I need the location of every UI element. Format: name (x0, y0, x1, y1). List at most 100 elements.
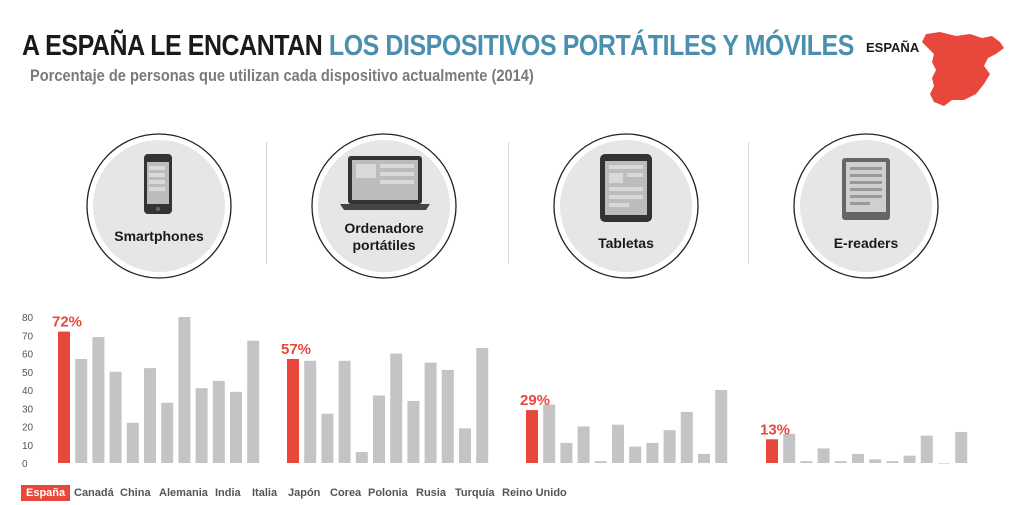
device-laptops: Ordenadore portátiles (310, 132, 458, 280)
bar (373, 395, 385, 463)
bar (646, 442, 659, 463)
bar (287, 358, 299, 463)
y-tick-label: 40 (22, 386, 34, 397)
ereader-icon (842, 158, 890, 220)
bar (161, 402, 174, 463)
y-tick-label: 10 (22, 441, 34, 452)
device-circle (793, 133, 939, 279)
device-tablets: Tabletas (552, 132, 700, 280)
bar (543, 404, 556, 463)
bar (800, 461, 813, 463)
bar (629, 446, 642, 463)
bar (886, 461, 899, 463)
bar (783, 433, 796, 463)
title-part-1: A ESPAÑA LE ENCANTAN (22, 30, 323, 62)
device-label: Ordenadore portátiles (344, 220, 424, 253)
bar (663, 430, 676, 463)
bar (903, 455, 916, 463)
device-circle (311, 133, 457, 279)
bar (355, 452, 368, 463)
bar (441, 369, 454, 463)
spain-map-icon (922, 32, 1004, 106)
legend-item: Italia (252, 487, 278, 499)
bar (715, 390, 728, 463)
tablet-icon (600, 154, 652, 222)
bar (852, 453, 864, 463)
bar (424, 362, 437, 463)
legend-item: Corea (330, 487, 362, 499)
device-smartphones: Smartphones (85, 132, 233, 280)
legend-item: China (120, 487, 151, 499)
bar (195, 388, 208, 463)
smartphone-icon (144, 154, 172, 214)
y-tick-label: 30 (22, 404, 34, 415)
data-label: 57% (281, 341, 311, 358)
y-tick-label: 50 (22, 368, 34, 379)
bar (75, 358, 88, 463)
bar-chart: 0 10 20 30 40 50 60 70 80 72% 57% 29% 13% (22, 313, 968, 470)
bar (577, 426, 590, 463)
page-subtitle: Porcentaje de personas que utilizan cada… (30, 66, 534, 85)
legend-item: Rusia (416, 487, 446, 499)
bar (321, 413, 334, 463)
bar (476, 348, 489, 463)
y-tick-label: 60 (22, 350, 34, 361)
bar (834, 461, 847, 463)
legend-item: Reino Unido (502, 487, 567, 499)
divider (748, 142, 749, 264)
bar (58, 331, 70, 463)
bar (109, 371, 122, 463)
bar (92, 337, 105, 463)
bar (612, 424, 624, 463)
laptop-icon (340, 156, 430, 210)
bar (407, 400, 420, 463)
y-tick-label: 0 (22, 459, 28, 470)
bar (212, 380, 225, 463)
legend-item: Turquía (455, 487, 495, 499)
legend-item: Canadá (74, 487, 114, 499)
legend-item: España (21, 485, 71, 501)
bar (560, 442, 573, 463)
bar (178, 317, 191, 463)
bar (338, 360, 351, 463)
bar (938, 463, 950, 464)
data-label: 72% (52, 314, 82, 331)
bar (766, 439, 778, 463)
bar (920, 435, 933, 463)
bar (594, 461, 607, 463)
bar (817, 448, 830, 463)
legend-item: India (215, 487, 241, 499)
bar (459, 428, 471, 463)
bar (698, 453, 710, 463)
device-ereaders: E-readers (792, 132, 940, 280)
title-part-2: LOS DISPOSITIVOS PORTÁTILES Y MÓVILES (328, 30, 854, 62)
bar (680, 411, 693, 463)
country-label: ESPAÑA (866, 40, 920, 55)
legend-item: Japón (288, 487, 321, 499)
y-tick-label: 80 (22, 313, 34, 324)
y-tick-label: 70 (22, 331, 34, 342)
legend-item: Alemania (159, 487, 208, 499)
device-circle (553, 133, 699, 279)
bar (390, 353, 403, 463)
bar (955, 431, 968, 463)
bar (144, 368, 156, 463)
data-label: 13% (760, 421, 790, 438)
bar (869, 459, 882, 463)
data-label: 29% (520, 392, 550, 409)
device-circle (86, 133, 232, 279)
legend-item: Polonia (368, 487, 408, 499)
page-title: A ESPAÑA LE ENCANTAN LOS DISPOSITIVOS PO… (22, 30, 854, 63)
divider (508, 142, 509, 264)
bar (230, 391, 242, 463)
device-label: Tabletas (598, 235, 654, 251)
bar (304, 360, 317, 463)
bar (247, 340, 260, 463)
bar (526, 410, 538, 463)
device-label: Smartphones (114, 228, 204, 244)
y-tick-label: 20 (22, 423, 34, 434)
bar (126, 422, 139, 463)
country-legend: España Canadá China Alemania India Italia Japó… (0, 485, 1024, 501)
divider (266, 142, 267, 264)
device-label: E-readers (833, 235, 899, 251)
